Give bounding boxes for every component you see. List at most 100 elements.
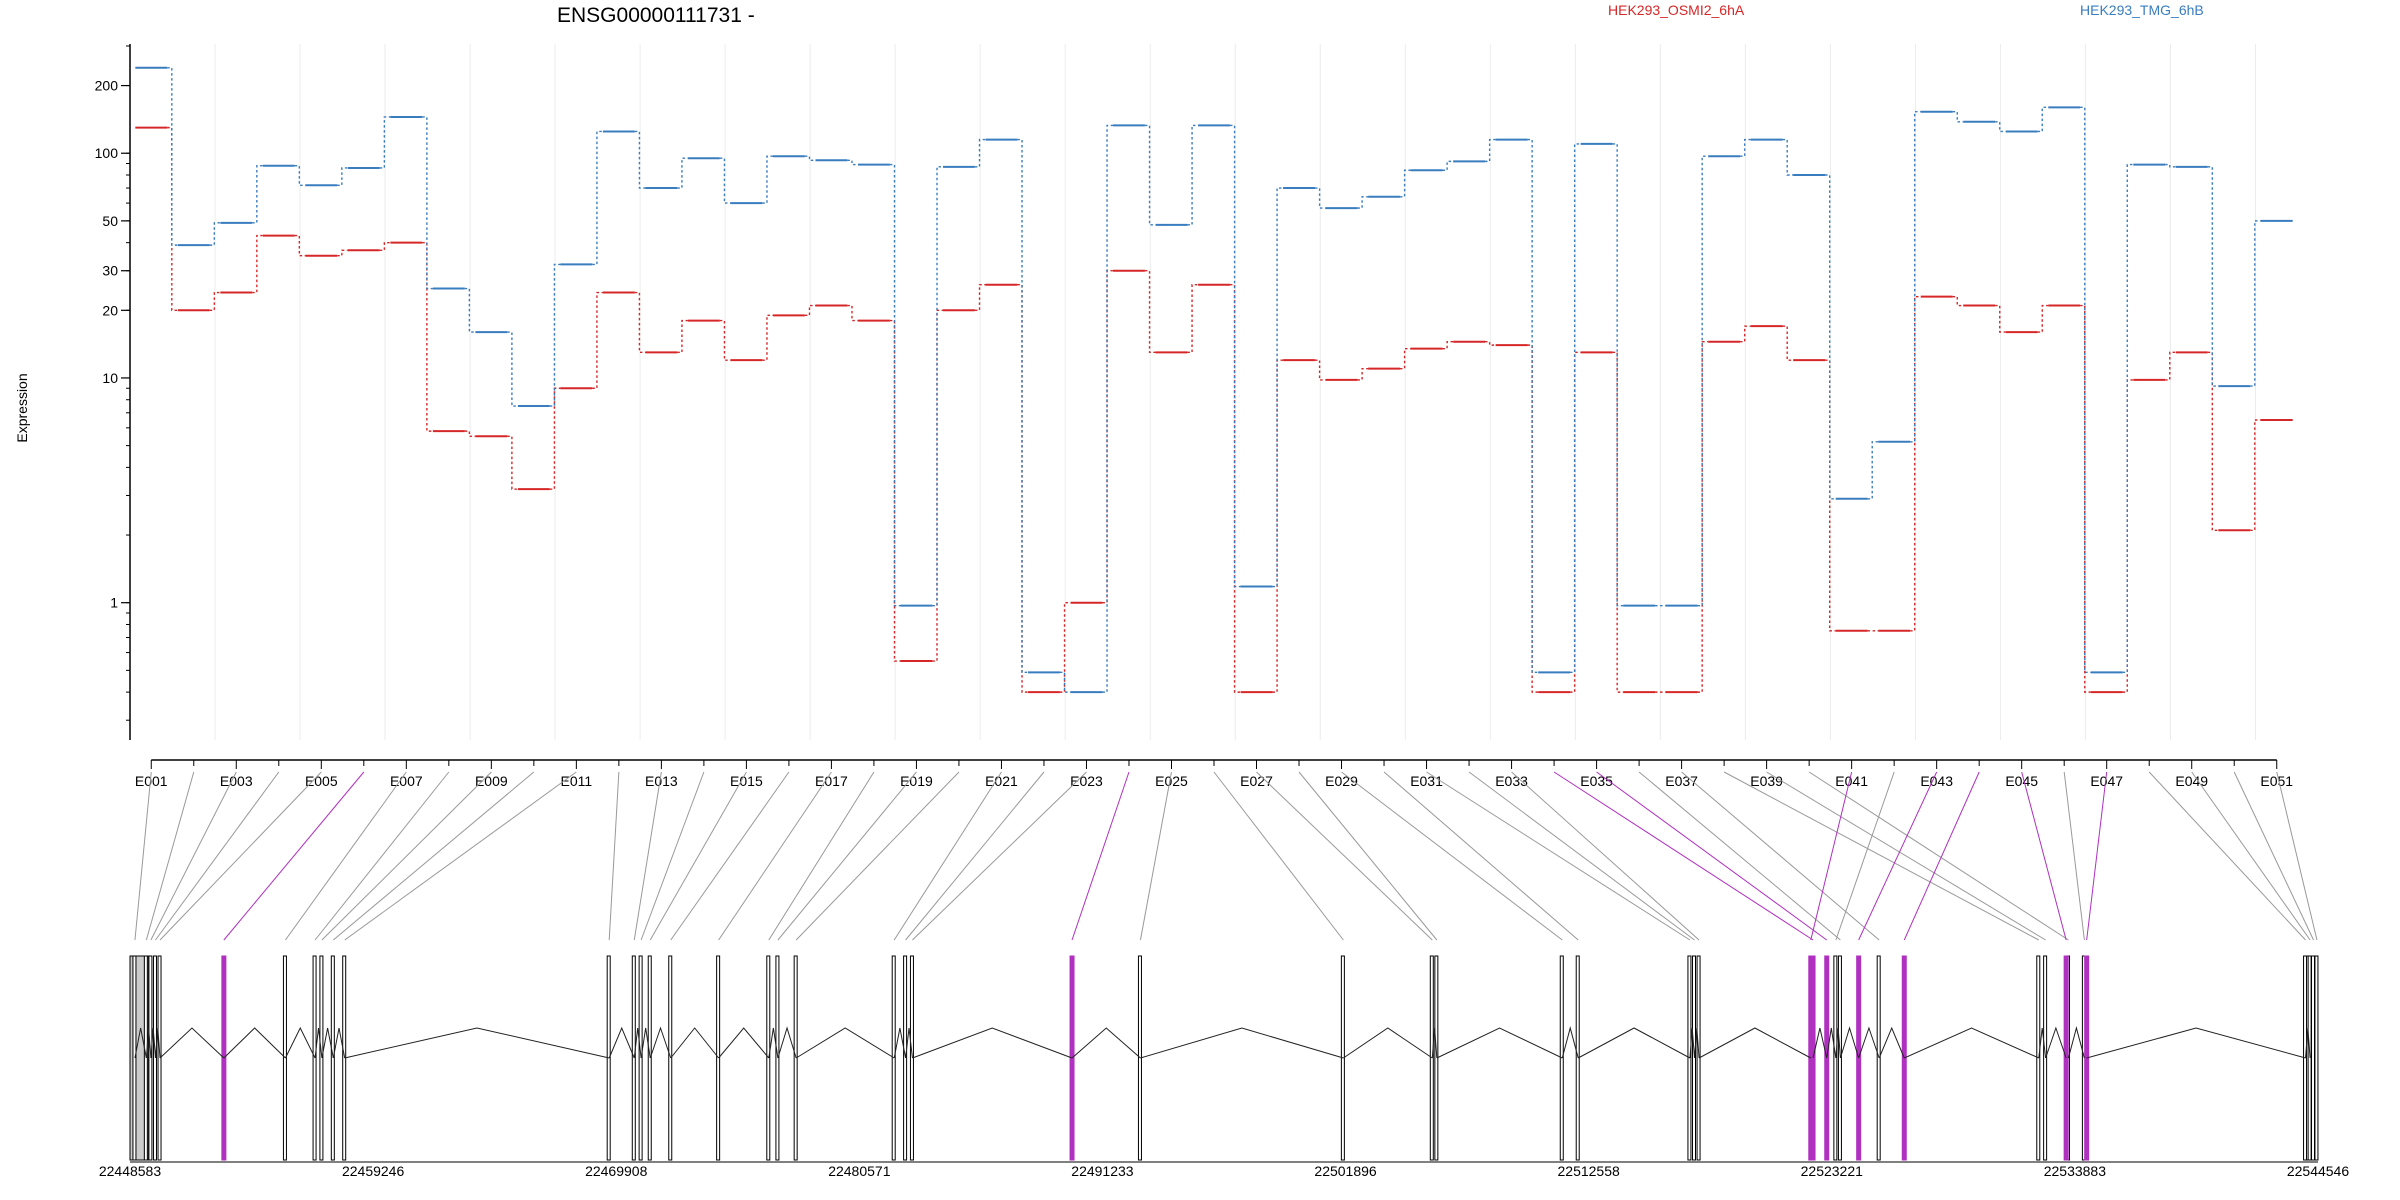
x-tick-label: E021 bbox=[985, 773, 1018, 789]
x-tick-label: E033 bbox=[1495, 773, 1528, 789]
series-2-connector bbox=[1527, 138, 1539, 674]
legend-entry-series-1: HEK293_OSMI2_6hA bbox=[1608, 2, 1745, 18]
x-tick-label: E003 bbox=[220, 773, 253, 789]
series-2-connector bbox=[1102, 124, 1114, 693]
exon-connector-e014 bbox=[640, 771, 705, 941]
series-2-connector bbox=[2122, 163, 2134, 674]
intron-line bbox=[1140, 1027, 1344, 1059]
y-tick-label: 30 bbox=[102, 263, 118, 279]
series-2-connector bbox=[677, 157, 688, 189]
exon-connector-e011 bbox=[344, 771, 577, 941]
series-2-connector bbox=[1017, 138, 1029, 674]
series-2-connector bbox=[2080, 106, 2091, 674]
exon-connector-e022 bbox=[905, 771, 1045, 941]
series-2-connector bbox=[1399, 169, 1411, 198]
series-1-connector bbox=[1952, 295, 1964, 307]
intron-line bbox=[893, 1027, 907, 1059]
intron-line bbox=[608, 1026, 635, 1059]
exon-connector-e012 bbox=[608, 771, 620, 941]
series-1-connector bbox=[1995, 304, 2006, 333]
exon-connector-e042 bbox=[1835, 771, 1895, 941]
exon-connector-e046 bbox=[2063, 771, 2085, 941]
intron-line bbox=[1878, 1026, 1905, 1059]
exon-connector-e026 bbox=[1213, 771, 1344, 941]
intron-line bbox=[1698, 1027, 1812, 1059]
series-2-connector bbox=[932, 166, 943, 607]
exon-connector-e032 bbox=[1468, 771, 1695, 941]
exon-connector-e021 bbox=[893, 771, 1002, 941]
x-tick-label: E005 bbox=[305, 773, 338, 789]
coordinate-label: 22459246 bbox=[342, 1163, 405, 1179]
intron-line bbox=[777, 1026, 797, 1059]
series-1-connector bbox=[1570, 351, 1581, 693]
series-1-connector bbox=[1017, 284, 1029, 693]
intron-line bbox=[768, 1027, 779, 1059]
intron-line bbox=[321, 1027, 334, 1059]
series-1-connector bbox=[507, 435, 518, 490]
intron-line bbox=[314, 1027, 323, 1059]
series-2-connector bbox=[804, 155, 816, 162]
series-2-connector bbox=[1952, 111, 1964, 123]
exon-connector-e033 bbox=[1511, 771, 1700, 941]
x-tick-label: E051 bbox=[2260, 773, 2293, 789]
intron-line bbox=[1904, 1027, 2039, 1059]
series-1-connector bbox=[1442, 340, 1454, 350]
series-2-connector bbox=[464, 287, 476, 333]
coordinate-label: 22544546 bbox=[2287, 1163, 2350, 1179]
intron-line bbox=[1561, 1026, 1579, 1059]
exon-connector-e009 bbox=[321, 771, 492, 941]
series-2 bbox=[135, 66, 2293, 694]
series-1-connector bbox=[634, 291, 646, 354]
series-1 bbox=[135, 126, 2293, 694]
coordinate-label: 22469908 bbox=[585, 1163, 648, 1179]
series-1-connector bbox=[804, 304, 816, 317]
exon-connector-e043 bbox=[1858, 771, 1938, 941]
exon-connector-e034 bbox=[1553, 771, 1814, 941]
series-2-connector bbox=[294, 165, 306, 186]
series-1-connector bbox=[932, 309, 943, 662]
intron-line bbox=[2067, 1026, 2085, 1059]
legend-entry-series-2: HEK293_TMG_6hB bbox=[2080, 2, 2204, 18]
series-1-connector bbox=[847, 304, 858, 322]
exon-bar-e051 bbox=[2314, 955, 2319, 1161]
exon-connector-e027 bbox=[1256, 771, 1433, 941]
exon-connector-e039 bbox=[1766, 771, 2046, 941]
exon-connector-e048 bbox=[2148, 771, 2306, 941]
exon-connector-e004 bbox=[155, 771, 280, 941]
series-2-connector bbox=[422, 116, 433, 290]
series-2-connector bbox=[2207, 166, 2219, 387]
intron-line bbox=[1812, 1027, 1828, 1059]
x-tick-label: E029 bbox=[1325, 773, 1358, 789]
series-2-connector bbox=[974, 138, 986, 168]
intron-line bbox=[284, 1026, 316, 1059]
intron-line bbox=[1577, 1027, 1691, 1059]
intron-line bbox=[670, 1027, 720, 1059]
series-1-connector bbox=[974, 284, 986, 312]
coordinate-label: 22480571 bbox=[828, 1163, 891, 1179]
x-tick-label: E031 bbox=[1410, 773, 1443, 789]
exon-connector-e019 bbox=[777, 771, 917, 941]
intron-line bbox=[344, 1027, 610, 1059]
series-1-connector bbox=[889, 319, 901, 662]
series-1-connector bbox=[1314, 359, 1326, 381]
series-1-connector bbox=[379, 241, 391, 251]
x-tick-label: E017 bbox=[815, 773, 848, 789]
series-2-connector bbox=[1995, 121, 2006, 133]
series-1-connector bbox=[1910, 295, 1921, 632]
intron-line bbox=[1689, 1027, 1695, 1059]
y-tick-label: 50 bbox=[102, 213, 118, 229]
exon-bar-e050 bbox=[2311, 955, 2316, 1161]
series-2-connector bbox=[1485, 138, 1496, 163]
series-1-connector bbox=[1144, 270, 1156, 354]
series-1-connector bbox=[762, 314, 773, 361]
exon-connector-e030 bbox=[1383, 771, 1579, 941]
intron-line bbox=[2038, 1027, 2047, 1059]
intron-line bbox=[154, 1027, 161, 1059]
exon-connector-e037 bbox=[1681, 771, 1880, 941]
series-2-connector bbox=[1314, 187, 1326, 209]
series-2-connector bbox=[1442, 160, 1454, 171]
series-2-connector bbox=[1612, 143, 1624, 607]
series-1-connector bbox=[2037, 304, 2049, 333]
series-layer bbox=[135, 66, 2293, 694]
